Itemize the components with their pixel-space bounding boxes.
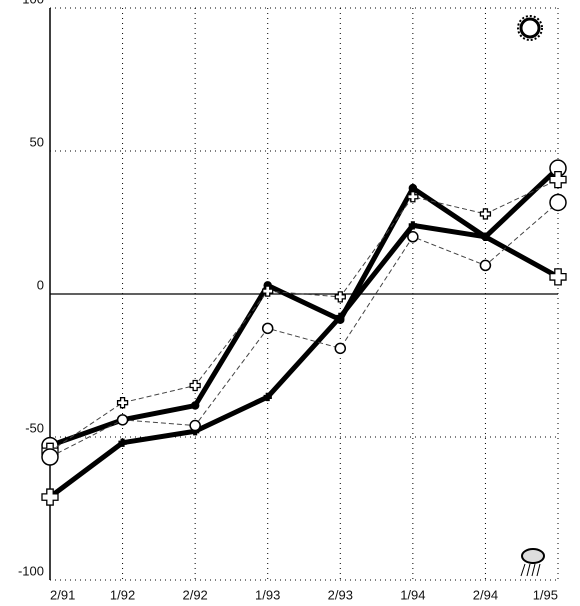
sun-icon	[517, 15, 543, 41]
point-marker	[481, 232, 490, 241]
point-marker	[408, 183, 418, 193]
point-marker	[407, 231, 419, 243]
y-tick-label: -100	[18, 563, 44, 578]
x-tick-label: 2/91	[50, 587, 75, 602]
y-tick-label: 0	[37, 277, 44, 292]
point-marker	[407, 191, 419, 203]
x-tick-label: 2/94	[473, 587, 498, 602]
point-marker	[334, 342, 347, 355]
x-tick-label: 1/95	[533, 587, 558, 602]
point-marker	[261, 322, 274, 335]
y-tick-label: 50	[30, 134, 44, 149]
point-marker	[189, 419, 201, 432]
x-tick-label: 1/93	[255, 587, 280, 602]
point-marker	[549, 268, 567, 286]
point-marker	[549, 170, 567, 189]
point-marker	[479, 259, 492, 272]
series-line	[48, 222, 560, 500]
x-tick-label: 1/94	[400, 587, 425, 602]
point-marker	[549, 193, 567, 212]
point-marker	[118, 438, 127, 447]
y-tick-label: 100	[22, 0, 44, 6]
point-marker	[336, 312, 345, 322]
point-marker	[41, 448, 59, 466]
y-tick-label: -50	[25, 420, 44, 435]
point-marker	[116, 414, 129, 426]
point-marker	[262, 285, 274, 297]
series-line	[49, 202, 559, 458]
point-marker	[189, 379, 201, 392]
point-marker	[263, 392, 272, 402]
point-marker	[479, 208, 492, 220]
cloud-icon	[520, 548, 545, 577]
point-marker	[41, 488, 59, 506]
point-marker	[334, 291, 346, 303]
series-line	[49, 179, 559, 452]
point-marker	[408, 221, 418, 230]
x-tick-label: 1/92	[110, 587, 135, 602]
point-marker	[116, 397, 129, 409]
x-tick-label: 2/93	[328, 587, 353, 602]
point-marker	[190, 401, 200, 410]
series-line	[49, 166, 560, 448]
x-tick-label: 2/92	[182, 587, 207, 602]
